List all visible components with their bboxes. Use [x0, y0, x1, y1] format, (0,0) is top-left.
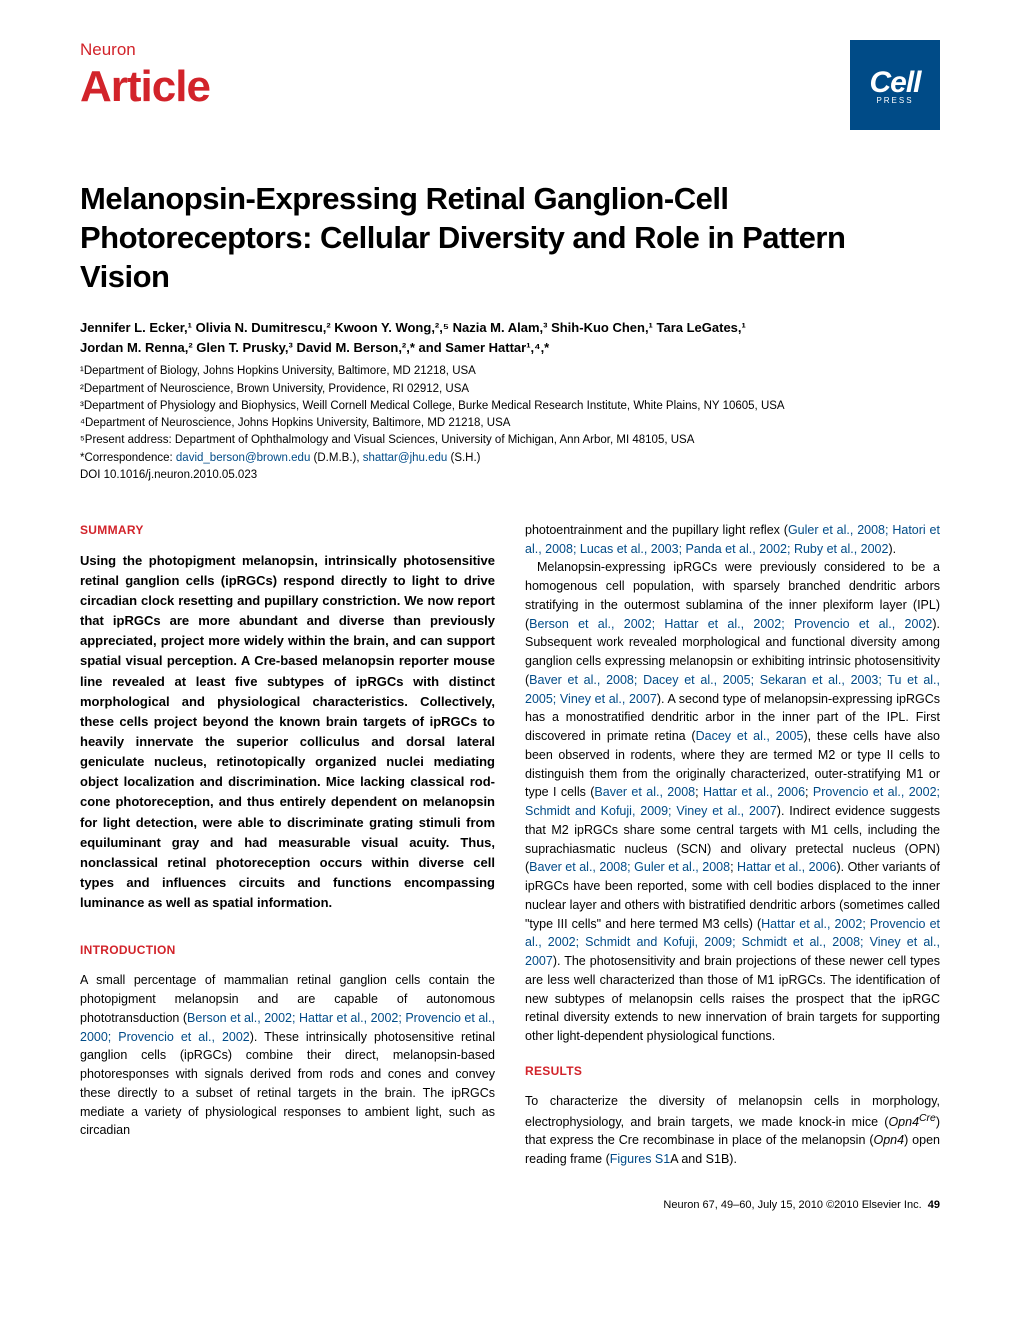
right-p2-cite4[interactable]: Baver et al., 2008: [594, 785, 695, 799]
article-title: Melanopsin-Expressing Retinal Ganglion-C…: [80, 180, 940, 296]
results-header: RESULTS: [525, 1062, 940, 1080]
correspondence-email-1[interactable]: david_berson@brown.edu: [176, 452, 310, 464]
results-section: RESULTS To characterize the diversity of…: [525, 1062, 940, 1169]
logo-sub-text: PRESS: [876, 96, 913, 105]
introduction-section: INTRODUCTION A small percentage of mamma…: [80, 941, 495, 1140]
right-p2-f: ;: [805, 785, 813, 799]
footer-page-number: 49: [928, 1199, 940, 1211]
article-type: Article: [80, 62, 210, 112]
logo-main-text: Cell: [869, 66, 920, 100]
right-p2-cite7[interactable]: Baver et al., 2008; Guler et al., 2008: [529, 860, 730, 874]
two-column-body: SUMMARY Using the photopigment melanopsi…: [80, 521, 940, 1169]
results-cite-1[interactable]: Figures S1: [610, 1152, 670, 1166]
right-p1-b: ).: [888, 542, 896, 556]
right-p2-cite1[interactable]: Berson et al., 2002; Hattar et al., 2002…: [529, 617, 932, 631]
header-left: Neuron Article: [80, 40, 210, 112]
page-container: Neuron Article Cell PRESS Melanopsin-Exp…: [0, 0, 1020, 1241]
doi-line: DOI 10.1016/j.neuron.2010.05.023: [80, 469, 940, 481]
page-header: Neuron Article Cell PRESS: [80, 40, 940, 130]
right-column: photoentrainment and the pupillary light…: [525, 521, 940, 1169]
authors-line-2: Jordan M. Renna,² Glen T. Prusky,³ David…: [80, 338, 940, 358]
correspondence-email-2[interactable]: shattar@jhu.edu: [363, 452, 448, 464]
right-p2-e: ;: [695, 785, 703, 799]
right-p2-cite8[interactable]: Hattar et al., 2006: [737, 860, 836, 874]
cell-press-logo: Cell PRESS: [850, 40, 940, 130]
footer-citation: Neuron 67, 49–60, July 15, 2010 ©2010 El…: [663, 1199, 921, 1211]
authors-line-1: Jennifer L. Ecker,¹ Olivia N. Dumitrescu…: [80, 318, 940, 338]
correspondence-after-2: (S.H.): [447, 452, 480, 464]
affiliation-2: ²Department of Neuroscience, Brown Unive…: [80, 381, 940, 398]
page-footer: Neuron 67, 49–60, July 15, 2010 ©2010 El…: [80, 1199, 940, 1211]
gene-opn4: Opn4: [874, 1133, 905, 1147]
correspondence-label: *Correspondence:: [80, 452, 176, 464]
journal-name: Neuron: [80, 40, 210, 60]
summary-header: SUMMARY: [80, 521, 495, 539]
right-p2-cite3[interactable]: Dacey et al., 2005: [696, 729, 804, 743]
correspondence-after-1: (D.M.B.),: [310, 452, 362, 464]
right-paragraph-1: photoentrainment and the pupillary light…: [525, 521, 940, 559]
authors-block: Jennifer L. Ecker,¹ Olivia N. Dumitrescu…: [80, 318, 940, 357]
affiliation-1: ¹Department of Biology, Johns Hopkins Un…: [80, 363, 940, 380]
affiliation-4: ⁴Department of Neuroscience, Johns Hopki…: [80, 415, 940, 432]
affiliations-block: ¹Department of Biology, Johns Hopkins Un…: [80, 363, 940, 467]
intro-text-b: ). These intrinsically photosensitive re…: [80, 1030, 495, 1138]
right-p2-cite5[interactable]: Hattar et al., 2006: [703, 785, 805, 799]
right-p2-j: ). The photosensitivity and brain projec…: [525, 954, 940, 1043]
left-column: SUMMARY Using the photopigment melanopsi…: [80, 521, 495, 1169]
right-p2-h: ;: [730, 860, 737, 874]
right-paragraph-2: Melanopsin-expressing ipRGCs were previo…: [525, 558, 940, 1046]
results-paragraph-1: To characterize the diversity of melanop…: [525, 1092, 940, 1169]
right-p1-a: photoentrainment and the pupillary light…: [525, 523, 788, 537]
affiliation-5: ⁵Present address: Department of Ophthalm…: [80, 432, 940, 449]
intro-paragraph-1: A small percentage of mammalian retinal …: [80, 971, 495, 1140]
affiliation-3: ³Department of Physiology and Biophysics…: [80, 398, 940, 415]
gene-opn4cre: Opn4Cre: [888, 1115, 935, 1129]
summary-text: Using the photopigment melanopsin, intri…: [80, 551, 495, 914]
introduction-header: INTRODUCTION: [80, 941, 495, 959]
results-p1-a: To characterize the diversity of melanop…: [525, 1094, 940, 1129]
correspondence-line: *Correspondence: david_berson@brown.edu …: [80, 450, 940, 467]
results-p1-d: A and S1B).: [670, 1152, 737, 1166]
